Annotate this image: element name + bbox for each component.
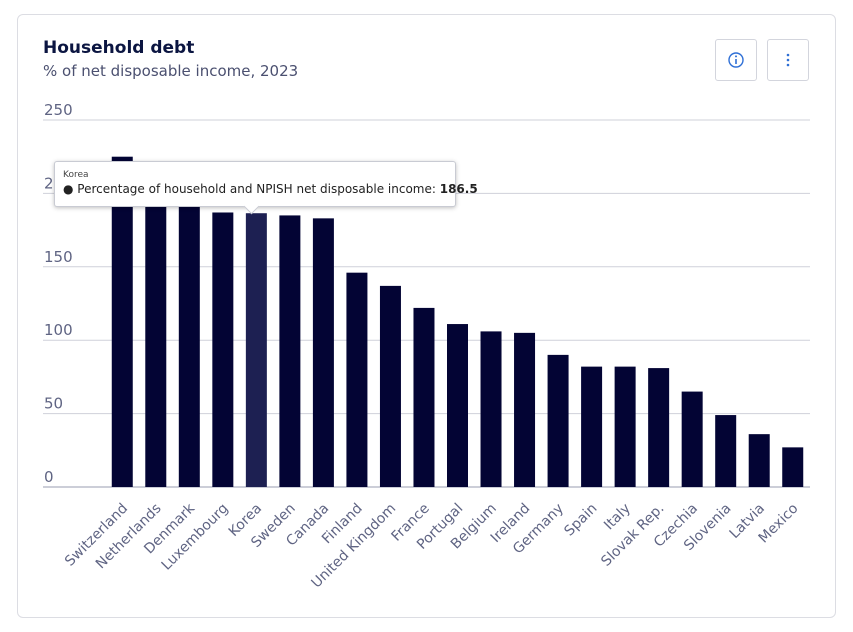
tooltip-label: Percentage of household and NPISH net di… — [77, 182, 440, 196]
bar-latvia[interactable] — [748, 434, 770, 487]
bar-denmark[interactable] — [178, 200, 200, 488]
info-button[interactable] — [715, 39, 757, 81]
bar-canada[interactable] — [312, 218, 334, 487]
bar-czechia[interactable] — [681, 391, 703, 487]
info-icon — [728, 52, 744, 68]
bar-netherlands[interactable] — [145, 186, 167, 487]
y-tick-label: 50 — [44, 395, 63, 413]
chart-subtitle: % of net disposable income, 2023 — [43, 62, 299, 80]
bar-slovenia[interactable] — [715, 415, 737, 487]
kebab-menu-icon — [786, 53, 790, 67]
x-tick-label: Spain — [561, 501, 600, 540]
bar-korea[interactable] — [245, 213, 267, 487]
bar-united-kingdom[interactable] — [379, 285, 401, 487]
y-tick-label: 250 — [44, 101, 73, 119]
y-tick-label: 100 — [44, 321, 73, 339]
y-tick-label: 150 — [44, 248, 73, 266]
bar-sweden[interactable] — [279, 215, 301, 488]
bar-italy[interactable] — [614, 366, 636, 487]
bar-switzerland[interactable] — [111, 156, 133, 487]
bar-mexico[interactable] — [782, 447, 804, 487]
y-tick-label: 0 — [44, 468, 54, 486]
bar-slovak-rep[interactable] — [648, 368, 670, 487]
bar-ireland[interactable] — [514, 332, 536, 487]
bar-portugal[interactable] — [447, 324, 468, 487]
chart-title: Household debt — [43, 38, 195, 58]
bar-spain[interactable] — [581, 366, 603, 487]
more-options-button[interactable] — [767, 39, 809, 81]
tooltip-category: Korea — [63, 170, 89, 180]
bar-belgium[interactable] — [480, 331, 502, 487]
bar-france[interactable] — [413, 307, 435, 487]
tooltip-value: 186.5 — [439, 182, 478, 196]
bar-tooltip: Korea ● Percentage of household and NPIS… — [54, 161, 478, 215]
tooltip-line: ● Percentage of household and NPISH net … — [63, 182, 478, 196]
bar-luxembourg[interactable] — [212, 212, 234, 487]
bar-germany[interactable] — [547, 354, 569, 487]
bar-finland[interactable] — [346, 272, 368, 487]
